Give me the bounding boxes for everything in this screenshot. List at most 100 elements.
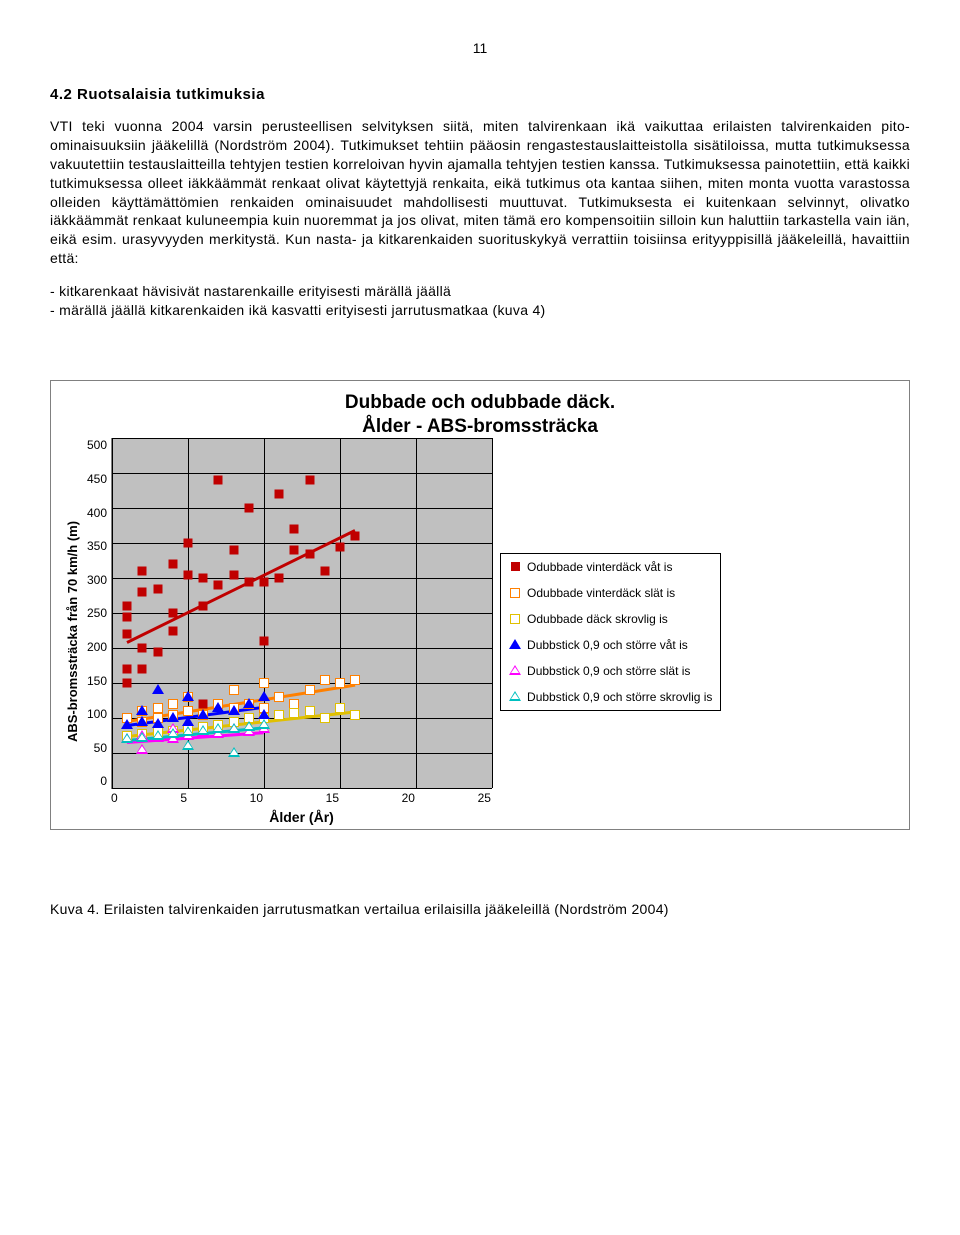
y-tick-label: 350 [87, 539, 107, 553]
x-axis-ticks: 0 5 10 15 20 25 [111, 791, 491, 805]
data-point [199, 574, 208, 583]
data-point [320, 713, 330, 723]
legend-marker-icon [509, 665, 521, 677]
data-point [290, 546, 299, 555]
legend-item: Dubbstick 0,9 och större våt is [509, 638, 712, 652]
y-axis-label: ABS-bromssträcka från 70 km/h (m) [66, 521, 81, 742]
legend-item: Odubbade vinterdäck våt is [509, 560, 712, 574]
legend-marker-icon [509, 639, 521, 651]
legend-label: Dubbstick 0,9 och större slät is [527, 664, 690, 678]
data-point [123, 679, 132, 688]
data-point [138, 644, 147, 653]
data-point [336, 542, 345, 551]
y-tick-label: 500 [87, 438, 107, 452]
data-point [229, 685, 239, 695]
data-point [168, 609, 177, 618]
paragraph-1: VTI teki vuonna 2004 varsin perusteellis… [50, 117, 910, 268]
y-tick-label: 0 [100, 774, 107, 788]
data-point [350, 710, 360, 720]
chart-title: Dubbade och odubbade däck. Ålder - ABS-b… [59, 391, 901, 439]
data-point [138, 665, 147, 674]
y-tick-label: 400 [87, 506, 107, 520]
data-point [168, 626, 177, 635]
y-tick-label: 200 [87, 640, 107, 654]
data-point [335, 703, 345, 713]
data-point [305, 685, 315, 695]
legend-label: Dubbstick 0,9 och större skrovlig is [527, 690, 712, 704]
data-point [244, 504, 253, 513]
data-point [260, 577, 269, 586]
data-point [275, 574, 284, 583]
legend-item: Odubbade vinterdäck slät is [509, 586, 712, 600]
data-point [123, 630, 132, 639]
y-axis-ticks: 500450400350300250200150100500 [87, 438, 111, 788]
x-tick-label: 5 [180, 791, 187, 805]
data-point [289, 708, 299, 718]
data-point [274, 710, 284, 720]
data-point [199, 602, 208, 611]
chart-title-line1: Dubbade och odubbade däck. [345, 392, 615, 413]
legend-marker-icon [509, 613, 521, 625]
data-point [305, 476, 314, 485]
data-point [214, 581, 223, 590]
data-point [229, 570, 238, 579]
y-tick-label: 50 [94, 741, 107, 755]
legend-label: Odubbade vinterdäck slät is [527, 586, 675, 600]
legend-item: Dubbstick 0,9 och större slät is [509, 664, 712, 678]
data-point [168, 699, 178, 709]
data-point [351, 532, 360, 541]
y-tick-label: 100 [87, 707, 107, 721]
legend-marker-icon [509, 691, 521, 703]
legend-item: Dubbstick 0,9 och större skrovlig is [509, 690, 712, 704]
data-point [214, 476, 223, 485]
data-point [260, 637, 269, 646]
data-point [183, 706, 193, 716]
data-point [274, 692, 284, 702]
x-tick-label: 20 [402, 791, 415, 805]
ylabel-column: ABS-bromssträcka från 70 km/h (m) [59, 438, 87, 825]
legend-label: Odubbade vinterdäck våt is [527, 560, 672, 574]
data-point [153, 647, 162, 656]
x-axis-label: Ålder (År) [111, 809, 492, 825]
data-point [123, 602, 132, 611]
legend-label: Dubbstick 0,9 och större våt is [527, 638, 688, 652]
x-tick-label: 15 [326, 791, 339, 805]
y-tick-label: 450 [87, 472, 107, 486]
data-point [290, 525, 299, 534]
data-point [184, 539, 193, 548]
data-point [244, 577, 253, 586]
data-point [184, 570, 193, 579]
y-tick-label: 300 [87, 573, 107, 587]
data-point [138, 588, 147, 597]
data-point [320, 675, 330, 685]
data-point [305, 706, 315, 716]
chart-body-row: ABS-bromssträcka från 70 km/h (m) 500450… [59, 438, 901, 825]
legend-marker-icon [509, 587, 521, 599]
section-heading: 4.2 Ruotsalaisia tutkimuksia [50, 86, 910, 103]
legend-item: Odubbade däck skrovlig is [509, 612, 712, 626]
data-point [168, 560, 177, 569]
data-point [275, 490, 284, 499]
data-point [335, 678, 345, 688]
chart-title-line2: Ålder - ABS-bromssträcka [362, 416, 598, 437]
data-point [123, 665, 132, 674]
data-point [305, 549, 314, 558]
data-point [199, 700, 208, 709]
data-point [229, 546, 238, 555]
data-point [350, 675, 360, 685]
chart-legend: Odubbade vinterdäck våt is Odubbade vinte… [500, 553, 721, 711]
page-number: 11 [50, 40, 910, 56]
figure-4-chart: Dubbade och odubbade däck. Ålder - ABS-b… [50, 380, 910, 831]
figure-caption: Kuva 4. Erilaisten talvirenkaiden jarrut… [50, 900, 910, 919]
data-point [153, 703, 163, 713]
x-tick-label: 0 [111, 791, 118, 805]
data-point [123, 612, 132, 621]
x-tick-label: 10 [250, 791, 263, 805]
data-point [259, 678, 269, 688]
legend-marker-icon [509, 561, 521, 573]
legend-label: Odubbade däck skrovlig is [527, 612, 668, 626]
x-tick-label: 25 [478, 791, 491, 805]
data-point [138, 567, 147, 576]
data-point [153, 584, 162, 593]
data-point [320, 567, 329, 576]
